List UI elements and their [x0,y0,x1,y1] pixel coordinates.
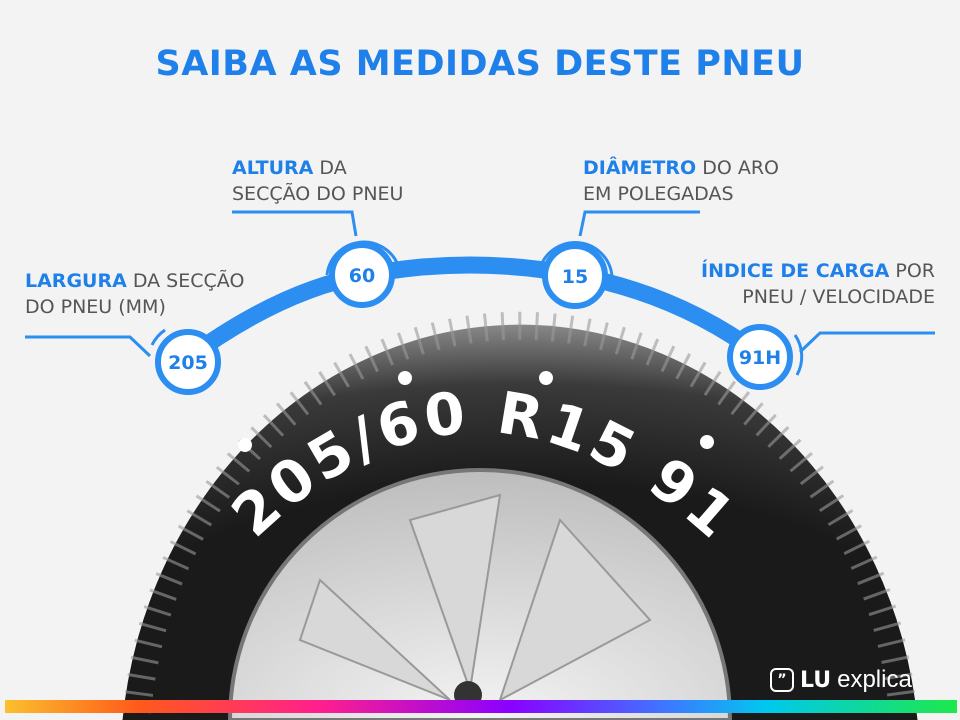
label-diametro-rest: DO ARO [696,157,780,179]
label-diametro-highlight: DIÂMETRO [583,157,697,179]
label-indice-highlight: ÍNDICE DE CARGA [701,260,890,282]
speech-bubble-icon: ” [770,668,794,692]
logo-text: explica [837,666,912,693]
lu-explica-logo: ” LU explica [770,666,912,694]
svg-text:91H: 91H [739,347,781,369]
tire-tread [123,311,917,714]
rim-spokes [298,493,652,703]
svg-text:205: 205 [168,352,208,374]
callout-91h: 91H [727,324,804,390]
measure-arc [179,256,766,367]
callout-60: 60 [325,240,400,308]
label-largura-line2: DO PNEU (MM) [25,296,166,318]
page-title: SAIBA AS MEDIDAS DESTE PNEU [155,44,805,84]
leader-lines [25,210,935,358]
label-indice-line2: PNEU / VELOCIDADE [742,286,935,308]
label-largura-rest: DA SECÇÃO [126,270,245,292]
label-altura-line2: SECÇÃO DO PNEU [232,183,404,205]
tire-dots [238,371,714,452]
callout-15: 15 [538,241,614,309]
label-diametro: DIÂMETRO DO ARO EM POLEGADAS [583,155,779,207]
label-altura: ALTURA DA SECÇÃO DO PNEU [232,155,403,207]
callout-205: 205 [150,328,221,395]
label-indice-rest: POR [889,260,935,282]
label-indice: ÍNDICE DE CARGA POR PNEU / VELOCIDADE [701,258,935,310]
label-diametro-line2: EM POLEGADAS [583,183,734,205]
label-altura-rest: DA [313,157,347,179]
rainbow-bar [5,700,957,713]
svg-text:60: 60 [349,265,375,287]
svg-text:15: 15 [562,266,588,288]
label-altura-highlight: ALTURA [232,157,314,179]
logo-lu: LU [800,667,832,693]
label-largura-highlight: LARGURA [25,270,127,292]
label-largura: LARGURA DA SECÇÃO DO PNEU (MM) [25,268,244,320]
